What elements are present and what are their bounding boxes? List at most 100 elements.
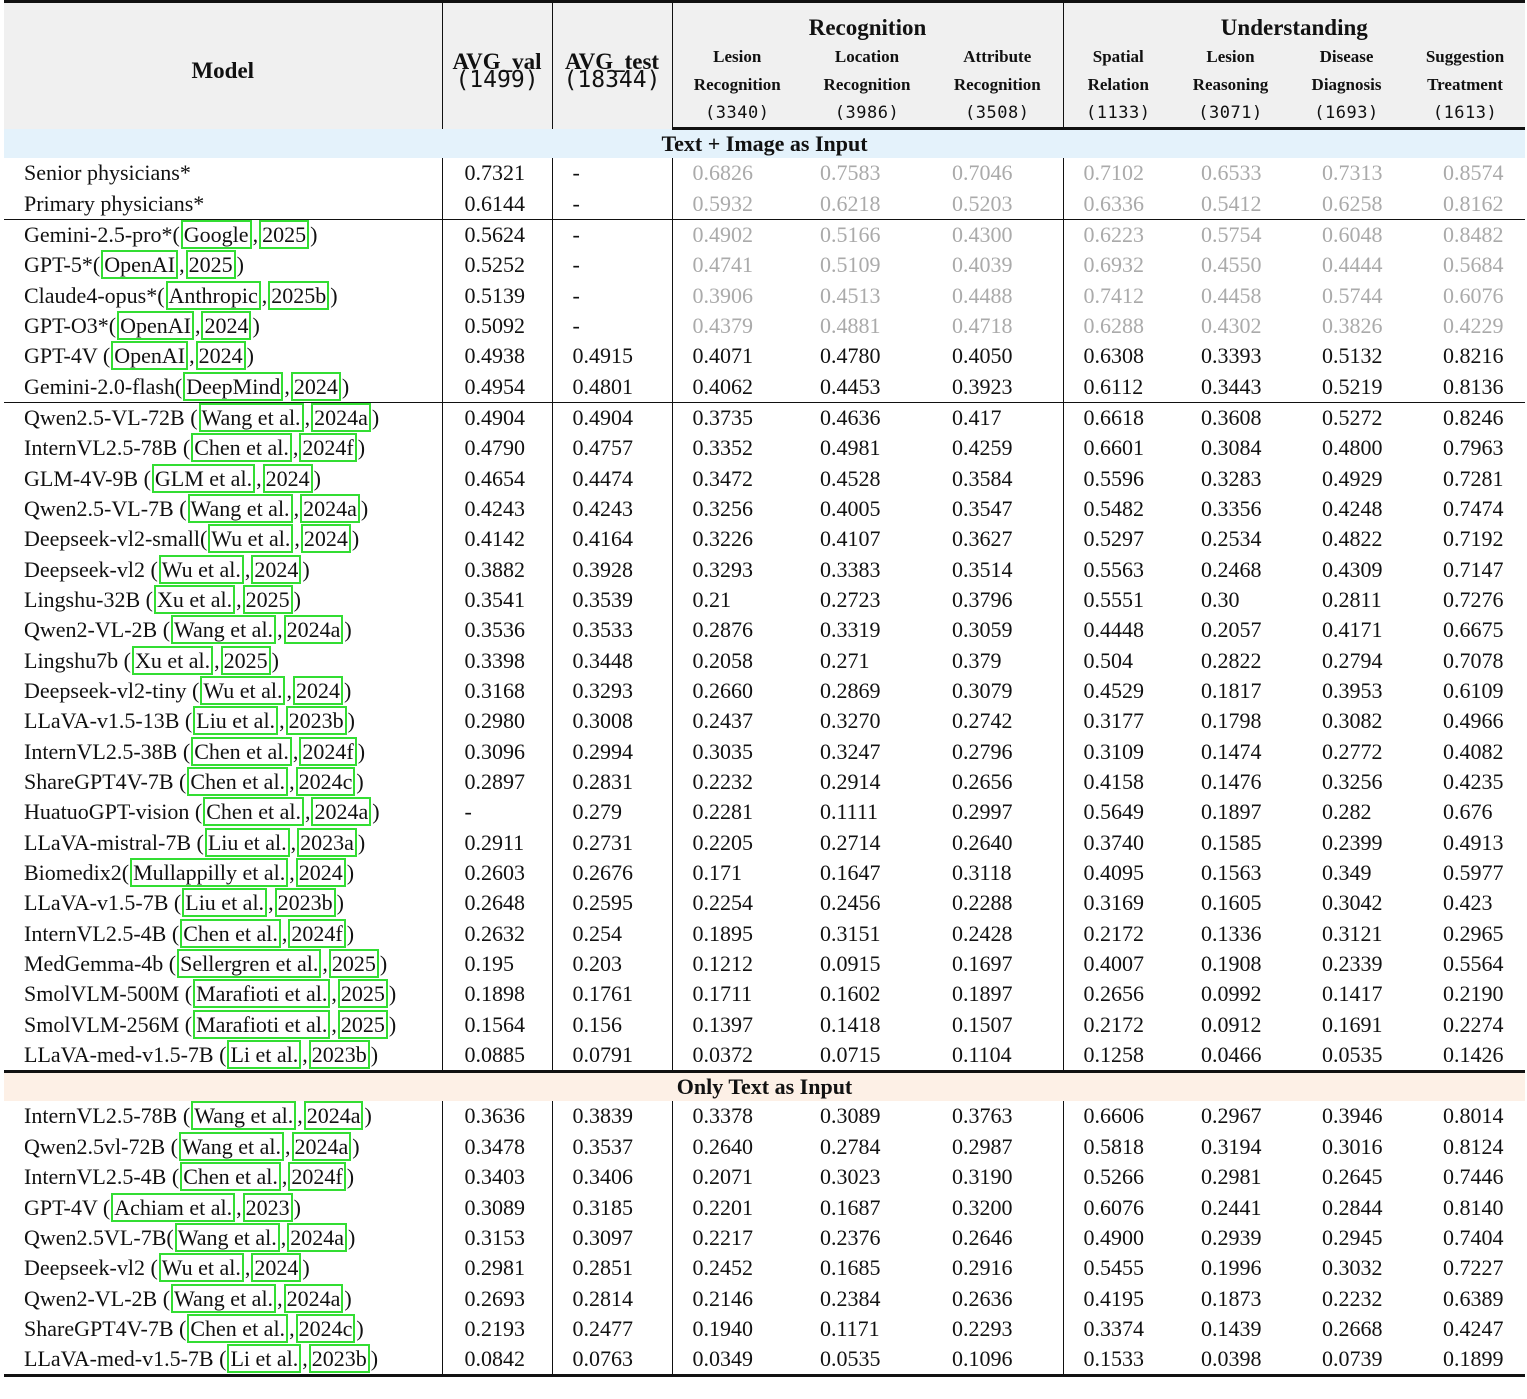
citation-year-link[interactable]: 2024f xyxy=(299,736,357,766)
citation-author-link[interactable]: Li et al. xyxy=(227,1040,302,1070)
citation-author-link[interactable]: Chen et al. xyxy=(191,433,292,463)
citation-author-link[interactable]: Wu et al. xyxy=(158,1253,244,1283)
score-cell: 0.2676 xyxy=(551,857,672,889)
citation-year-link[interactable]: 2024f xyxy=(288,918,346,948)
citation-year-link[interactable]: 2023 xyxy=(242,1192,293,1222)
citation-author-link[interactable]: DeepMind xyxy=(183,371,284,401)
citation-author-link[interactable]: Wang et al. xyxy=(187,493,293,523)
citation-author-link[interactable]: OpenAI xyxy=(117,310,194,340)
citation-year-link[interactable]: 2025 xyxy=(337,1009,388,1039)
citation-year-link[interactable]: 2024 xyxy=(262,463,313,493)
citation-author-link[interactable]: GLM et al. xyxy=(151,463,256,493)
citation-author-link[interactable]: Marafioti et al. xyxy=(193,1009,331,1039)
citation-author-link[interactable]: Wang et al. xyxy=(171,615,277,645)
citation-author-link[interactable]: Anthropic xyxy=(165,280,261,310)
citation-year-link[interactable]: 2025 xyxy=(259,219,310,249)
model-name-cell: LLaVA-v1.5-13B (Liu et al., 2023b) xyxy=(4,706,442,736)
citation-year-link[interactable]: 2024f xyxy=(288,1162,346,1192)
citation-year-link[interactable]: 2024 xyxy=(195,341,246,371)
citation-paren: ( xyxy=(162,1285,171,1311)
citation-year-link[interactable]: 2023b xyxy=(285,706,347,736)
citation-year-link[interactable]: 2023b xyxy=(274,888,336,918)
citation-author-link[interactable]: Google xyxy=(180,219,252,249)
citation-author-link[interactable]: Marafioti et al. xyxy=(193,979,331,1009)
citation-author-link[interactable]: Wu et al. xyxy=(208,524,294,554)
citation-year-link[interactable]: 2024f xyxy=(299,433,357,463)
citation-year-link[interactable]: 2024 xyxy=(295,858,346,888)
citation-author-link[interactable]: Sellergren et al. xyxy=(177,949,322,979)
citation-year-link[interactable]: 2024a xyxy=(283,1283,344,1313)
score-cell: 0.5596 xyxy=(1062,463,1174,494)
citation-author-link[interactable]: Xu et al. xyxy=(131,645,214,675)
citation-year-link[interactable]: 2024a xyxy=(287,1222,347,1252)
table-row: ShareGPT4V-7B (Chen et al., 2024c) 0.2897 0… xyxy=(4,766,1525,798)
citation-author-link[interactable]: Chen et al. xyxy=(180,918,281,948)
citation-author-link[interactable]: Li et al. xyxy=(227,1344,302,1374)
score-cell: 0.3089 xyxy=(820,1103,881,1129)
citation-year-link[interactable]: 2024c xyxy=(295,767,356,797)
table-row: Deepseek-vl2 (Wu et al., 2024) 0.3882 0.392… xyxy=(4,554,1525,585)
model-name: ShareGPT4V-7B xyxy=(24,1315,180,1341)
citation-author-link[interactable]: OpenAI xyxy=(101,250,179,280)
citation-year-link[interactable]: 2024 xyxy=(292,676,343,706)
model-name: Gemini-2.0-flash xyxy=(24,373,175,399)
table-row: GLM-4V-9B (GLM et al., 2024) 0.4654 0.4474 0… xyxy=(4,463,1525,494)
score-cell: 0.4718 xyxy=(952,312,1013,338)
citation-author-link[interactable]: Liu et al. xyxy=(193,706,279,736)
model-name-cell: LLaVA-med-v1.5-7B (Li et al., 2023b) xyxy=(4,1344,442,1378)
citation-author-link[interactable]: Wang et al. xyxy=(171,1283,277,1313)
citation-year-link[interactable]: 2024 xyxy=(290,371,341,401)
citation-author-link[interactable]: Xu et al. xyxy=(153,584,236,614)
citation-year-link[interactable]: 2025 xyxy=(337,979,388,1009)
citation-author-link[interactable]: Wang et al. xyxy=(198,402,304,432)
score-cell: 0.4195 xyxy=(1062,1283,1174,1314)
citation-year-link[interactable]: 2024a xyxy=(311,402,371,432)
citation-year-link[interactable]: 2025b xyxy=(268,280,330,310)
citation-author-link[interactable]: Liu et al. xyxy=(182,888,268,918)
citation-year-link[interactable]: 2024a xyxy=(300,493,360,523)
table-row: Deepseek-vl2-tiny (Wu et al., 2024) 0.3168… xyxy=(4,675,1525,707)
citation-author-link[interactable]: Chen et al. xyxy=(203,797,304,827)
citation-year-link[interactable]: 2025 xyxy=(220,645,271,675)
header-col-3-line2: Relation xyxy=(1062,71,1174,99)
citation-year-link[interactable]: 2024a xyxy=(291,1131,352,1161)
citation-author-link[interactable]: Achiam et al. xyxy=(111,1192,236,1222)
citation-author-link[interactable]: Chen et al. xyxy=(187,767,289,797)
citation-year-link[interactable]: 2024a xyxy=(311,797,372,827)
citation-year-link[interactable]: 2024 xyxy=(201,310,252,340)
citation-author-link[interactable]: Wang et al. xyxy=(174,1222,280,1252)
citation-author-link[interactable]: Wu et al. xyxy=(158,554,244,584)
citation-year-link[interactable]: 2025 xyxy=(185,250,236,280)
score-cell: 0.6048 xyxy=(1288,218,1406,251)
citation-author-link[interactable]: Wu et al. xyxy=(200,676,286,706)
citation-year-link[interactable]: 2024c xyxy=(295,1313,356,1343)
citation-author-link[interactable]: Chen et al. xyxy=(180,1162,281,1192)
citation-separator: , xyxy=(261,282,268,308)
table-row: InternVL2.5-38B (Chen et al., 2024f) 0.309… xyxy=(4,736,1525,767)
citation-year-link[interactable]: 2024 xyxy=(251,554,302,584)
model-name-cell: Gemini-2.0-flash(DeepMind, 2024) xyxy=(4,371,442,402)
citation-separator: , xyxy=(293,495,300,521)
citation-author-link[interactable]: Chen et al. xyxy=(187,1313,289,1343)
citation-year-link[interactable]: 2024a xyxy=(303,1101,364,1131)
citation-separator: , xyxy=(277,1285,283,1311)
citation-author-link[interactable]: Mullappilly et al. xyxy=(130,858,289,888)
citation-paren: ) xyxy=(336,890,344,916)
citation-year-link[interactable]: 2023a xyxy=(297,827,357,857)
citation-author-link[interactable]: Liu et al. xyxy=(204,827,290,857)
citation-year-link[interactable]: 2024 xyxy=(300,524,351,554)
citation-year-link[interactable]: 2023b xyxy=(308,1344,370,1374)
score-cell: 0.4243 xyxy=(551,493,672,525)
citation-year-link[interactable]: 2025 xyxy=(328,949,379,979)
citation-year-link[interactable]: 2025 xyxy=(242,584,293,614)
score-cell: 0.3547 xyxy=(952,495,1013,521)
citation-author-link[interactable]: OpenAI xyxy=(111,341,189,371)
citation-year-link[interactable]: 2024a xyxy=(283,615,344,645)
citation-author-link[interactable]: Wang et al. xyxy=(178,1131,285,1161)
citation-paren: ( xyxy=(184,708,193,734)
citation-author-link[interactable]: Wang et al. xyxy=(191,1101,297,1131)
citation-separator: , xyxy=(331,981,337,1007)
citation-author-link[interactable]: Chen et al. xyxy=(191,736,292,766)
citation-year-link[interactable]: 2023b xyxy=(308,1040,370,1070)
citation-year-link[interactable]: 2024 xyxy=(251,1253,302,1283)
